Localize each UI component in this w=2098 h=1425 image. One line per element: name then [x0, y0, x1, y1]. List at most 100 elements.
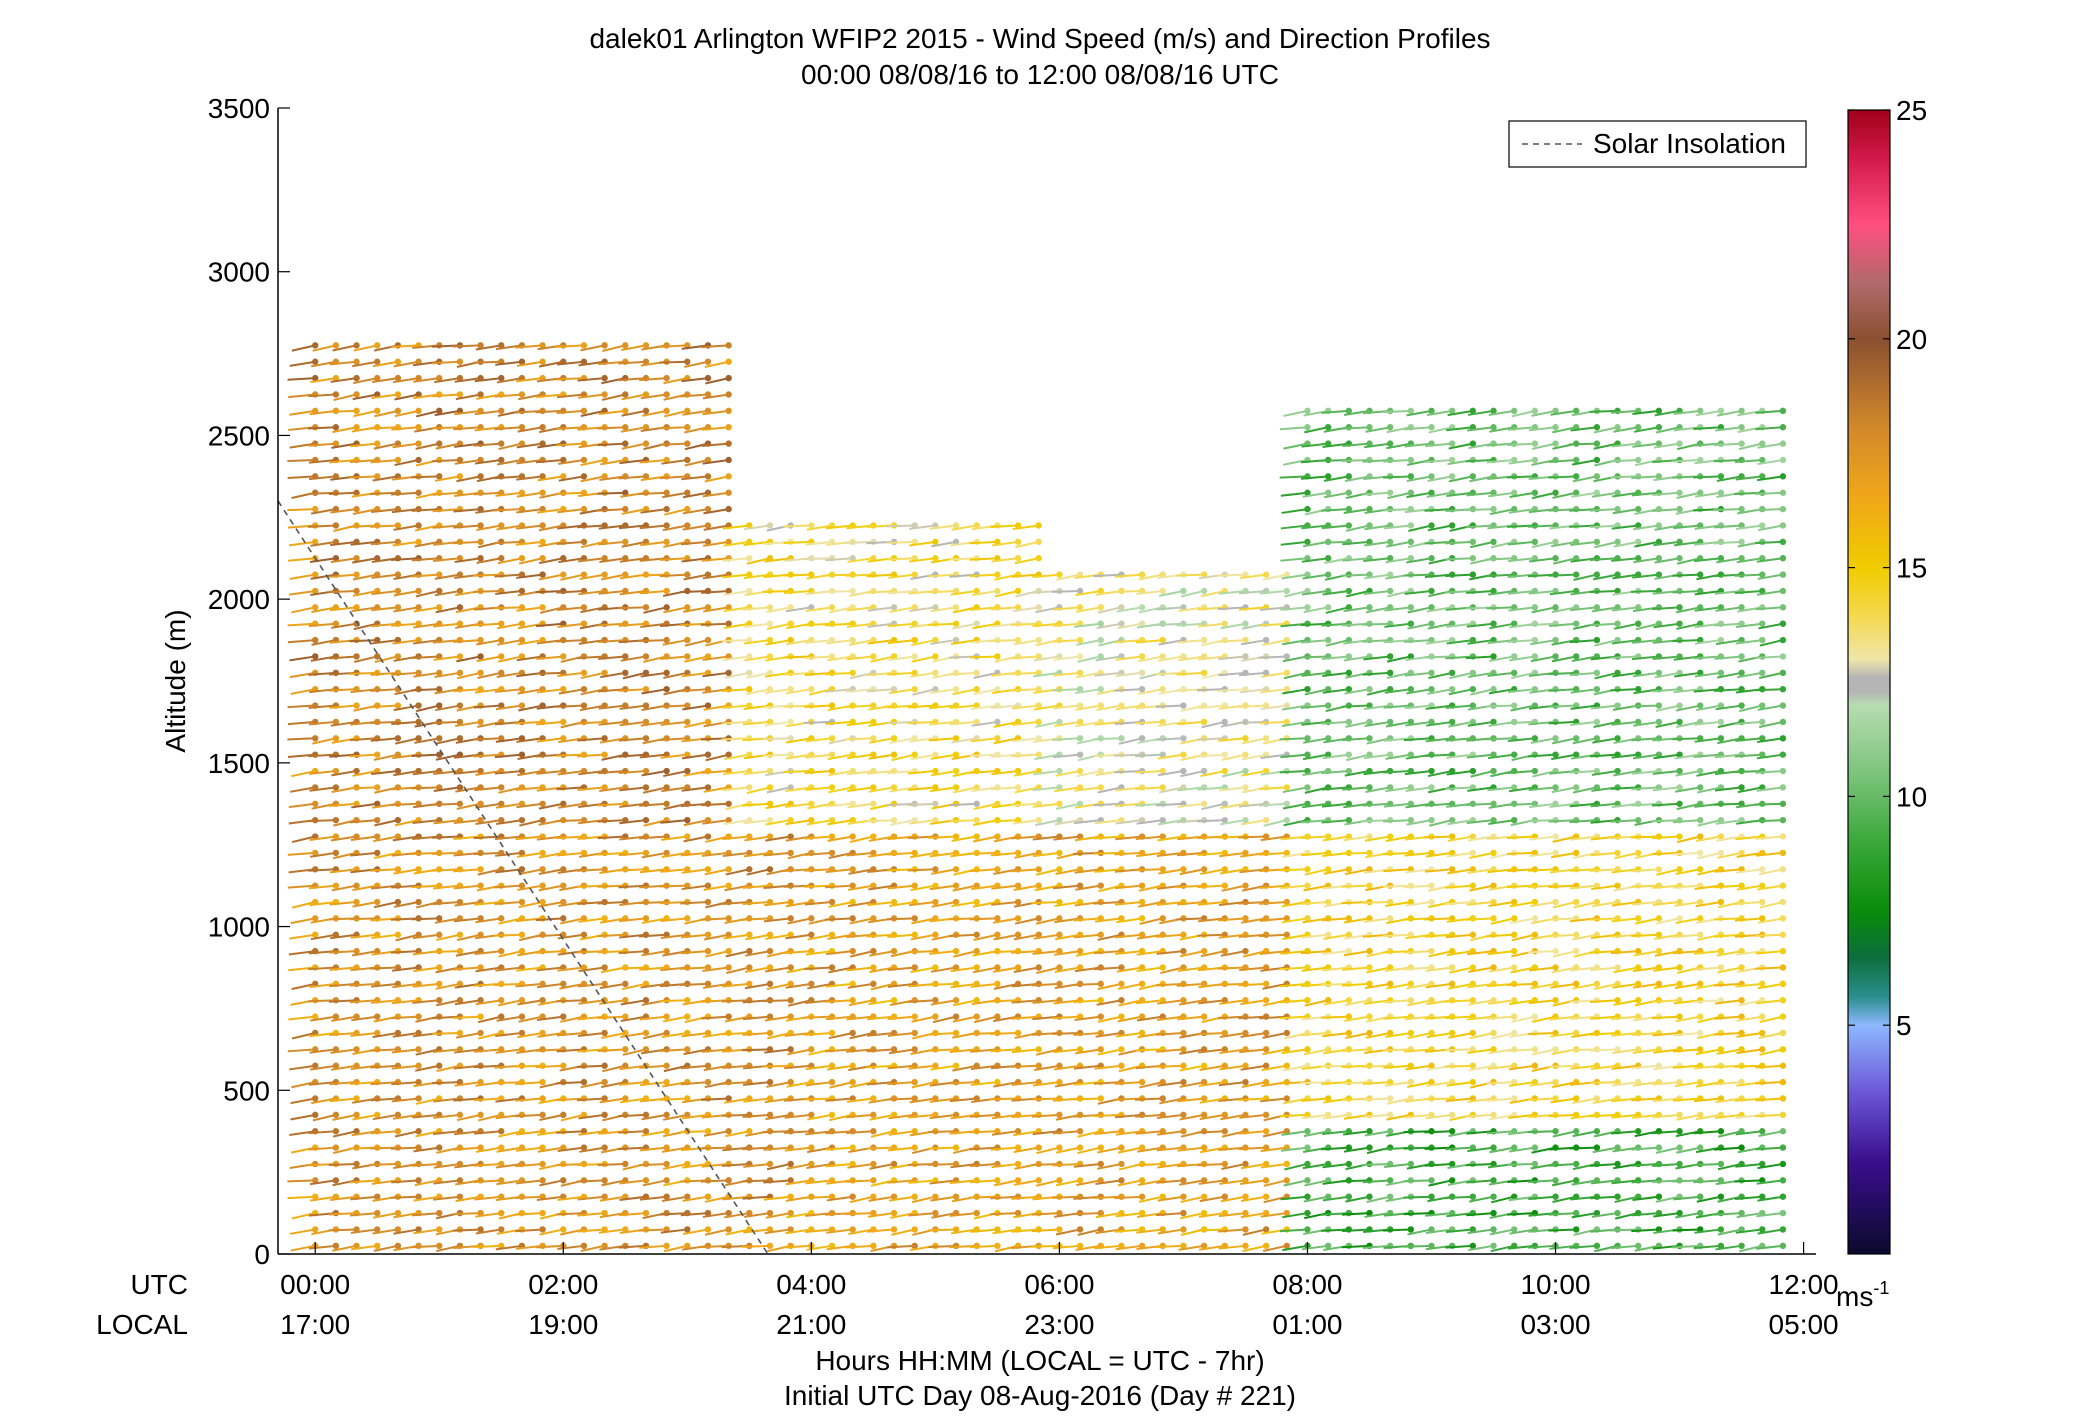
wind-barb-dot [1469, 849, 1477, 857]
wind-barb [804, 901, 833, 906]
wind-barb-dot [518, 702, 526, 709]
wind-barb-dot [1200, 1242, 1208, 1250]
wind-barb [680, 901, 709, 905]
wind-barb-dot [312, 604, 319, 611]
wind-barb-dot [1510, 931, 1518, 938]
wind-barb-dot [1386, 1095, 1394, 1102]
wind-barb [870, 982, 895, 991]
wind-barb-dot [1221, 997, 1228, 1004]
wind-barb-dot [1180, 1029, 1187, 1037]
wind-barb [454, 982, 481, 989]
wind-barb [577, 1228, 605, 1233]
wind-barb [1179, 1113, 1205, 1121]
wind-barb-dot [518, 882, 526, 889]
wind-barb-dot [436, 1242, 443, 1250]
wind-barb [805, 999, 833, 1005]
wind-barb [990, 950, 1019, 954]
wind-barb-dot [973, 833, 980, 840]
wind-barb-dot [1076, 1046, 1084, 1053]
wind-barb [474, 1048, 502, 1053]
wind-barb [308, 1130, 336, 1135]
wind-barb [990, 1048, 1019, 1053]
wind-barb [329, 982, 357, 988]
wind-barb-dot [312, 1013, 319, 1020]
wind-barb-dot [1262, 1046, 1270, 1053]
wind-barb-dot [580, 669, 588, 677]
wind-barb [764, 1015, 791, 1022]
wind-barb-dot [1407, 997, 1415, 1004]
wind-barb [1383, 933, 1411, 938]
wind-barb [434, 917, 461, 924]
wind-barb [1444, 1064, 1473, 1068]
wind-barb [453, 884, 481, 890]
wind-barb [432, 835, 460, 839]
wind-barb [412, 999, 440, 1004]
wind-barb [870, 1179, 895, 1187]
wind-barb [309, 1179, 337, 1186]
wind-barb [432, 1048, 461, 1053]
wind-barb [969, 917, 998, 921]
wind-barb [452, 1015, 481, 1020]
wind-barb-dot [1717, 1160, 1725, 1168]
wind-barb [454, 1081, 481, 1087]
wind-barb-dot [1366, 882, 1373, 889]
wind-barb-dot [911, 1095, 918, 1102]
wind-barb [411, 786, 440, 790]
wind-barb [762, 1130, 791, 1134]
wind-barb-dot [1510, 915, 1518, 922]
wind-barb-dot [663, 1177, 670, 1184]
wind-barb [911, 1195, 936, 1204]
wind-barb-dot [663, 1128, 670, 1135]
wind-barb [907, 950, 936, 954]
wind-barb-dot [1014, 1029, 1022, 1037]
wind-barb [1093, 835, 1122, 840]
wind-barb [559, 1228, 585, 1236]
wind-barb-dot [766, 1226, 774, 1233]
wind-barb-dot [415, 735, 422, 742]
wind-barb [432, 720, 460, 725]
wind-barb [1031, 1162, 1060, 1166]
wind-barb [1011, 1113, 1039, 1119]
wind-barb [1403, 1179, 1432, 1183]
wind-barb-dot [477, 866, 484, 873]
wind-barb-dot [663, 767, 670, 775]
wind-barb [663, 1244, 688, 1253]
wind-barb-dot [1779, 931, 1787, 938]
wind-barb [807, 1113, 833, 1121]
wind-barb [1031, 1097, 1060, 1101]
wind-barb-dot [1738, 997, 1745, 1004]
wind-barb-dot [498, 653, 505, 660]
wind-barb [597, 950, 626, 954]
wind-barb-dot [415, 522, 422, 529]
wind-barb [1178, 1179, 1205, 1186]
wind-barb [744, 835, 771, 842]
wind-barb-dot [1283, 1177, 1290, 1184]
wind-barb [618, 950, 647, 955]
wind-barb-dot [1428, 882, 1435, 889]
wind-barb-dot [1531, 1160, 1539, 1168]
wind-barb-dot [1138, 1013, 1146, 1020]
wind-barb [702, 966, 729, 972]
wind-barb [412, 933, 440, 940]
wind-barb-dot [849, 833, 856, 840]
wind-barb-dot [642, 997, 650, 1004]
wind-barb [328, 950, 357, 954]
wind-barb-dot [1428, 947, 1435, 955]
wind-barb-dot [518, 997, 526, 1004]
wind-barb [515, 1081, 543, 1086]
wind-barb [1073, 917, 1101, 922]
wind-barb-dot [332, 424, 340, 431]
wind-barb-dot [415, 489, 422, 496]
wind-barb-dot [1221, 1029, 1228, 1037]
wind-barb [290, 1244, 316, 1252]
wind-barb [1094, 1064, 1122, 1070]
wind-barb [1137, 1146, 1163, 1153]
wind-barb-dot [787, 1209, 794, 1217]
wind-barb [910, 851, 936, 859]
wind-barb-dot [518, 1013, 526, 1020]
wind-barb [515, 1097, 543, 1102]
wind-barb [287, 458, 316, 463]
wind-barb [288, 950, 316, 956]
wind-barb [1155, 982, 1184, 987]
wind-barb [329, 1031, 357, 1036]
